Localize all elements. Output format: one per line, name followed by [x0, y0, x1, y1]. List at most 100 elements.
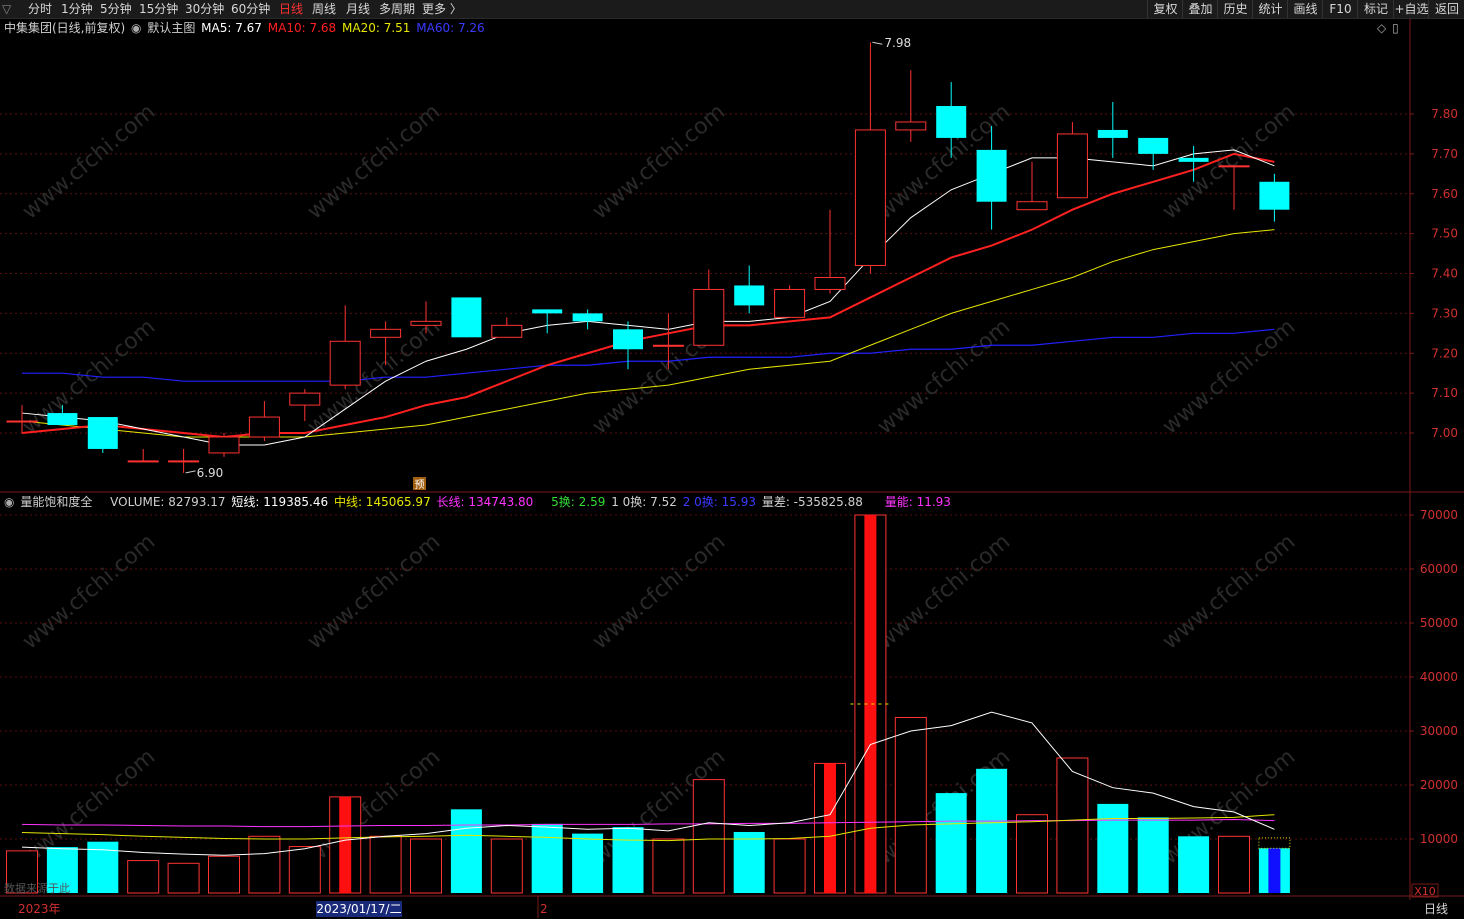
candle-body-down[interactable] — [734, 285, 765, 306]
watermark-text: www.cfchi.com — [588, 529, 730, 654]
tab-period-3[interactable]: 15分钟 — [139, 2, 179, 16]
x10-box[interactable] — [1411, 883, 1439, 898]
tab-period-1[interactable]: 1分钟 — [61, 2, 93, 16]
forecast-badge[interactable] — [413, 477, 426, 490]
candle-body-down[interactable] — [1178, 157, 1209, 162]
sub-dropdown-icon[interactable]: ◉ — [4, 495, 15, 509]
volume-bar-down[interactable] — [733, 831, 765, 893]
diamond-icon[interactable]: ◇ — [1377, 21, 1387, 35]
candle-body-down[interactable] — [572, 313, 603, 322]
toolbar-button-5[interactable]: F10 — [1322, 0, 1358, 18]
candle-body-up[interactable] — [329, 340, 361, 386]
candle-body-up[interactable] — [6, 420, 38, 423]
candle-body-up[interactable] — [814, 276, 846, 290]
candle-body-up[interactable] — [774, 288, 806, 318]
high-price-label: 7.98 — [884, 36, 911, 50]
volume-bar-up[interactable] — [490, 838, 523, 894]
stock-chart[interactable]: 7.00 7.10 7.20 7.30 7.40 7.50 7.60 7.70 7.80 www.… — [0, 19, 1464, 919]
candle-body-up[interactable] — [1016, 201, 1048, 211]
collapse-icon[interactable]: ▽ — [2, 2, 12, 16]
tab-period-2[interactable]: 5分钟 — [100, 2, 132, 16]
volume-bar-down[interactable] — [46, 847, 78, 893]
tab-period-6[interactable]: 日线 — [279, 2, 304, 16]
toolbar-button-7[interactable]: +自选 — [1393, 0, 1429, 18]
candle-body-up[interactable] — [491, 324, 523, 338]
volume-bar-down[interactable] — [1137, 817, 1169, 893]
tab-period-10[interactable]: 更多 〉 — [422, 2, 462, 16]
volume-bar-up[interactable] — [773, 838, 806, 894]
candle-body-up[interactable] — [652, 344, 684, 347]
candle-body-down[interactable] — [613, 329, 643, 350]
volume-bar-up[interactable] — [1218, 835, 1250, 894]
volume-bar-up[interactable] — [1016, 814, 1048, 894]
template-dropdown-icon[interactable]: ◉ — [131, 21, 142, 35]
toolbar-button-0[interactable]: 复权 — [1147, 0, 1183, 18]
volume-bar-down[interactable] — [531, 823, 563, 893]
volume-bar-down[interactable] — [976, 768, 1008, 893]
ma60-line — [22, 328, 1275, 382]
candle-body-up[interactable] — [410, 320, 442, 326]
candle-body-up[interactable] — [1056, 133, 1088, 199]
candle-body-down[interactable] — [87, 417, 118, 449]
volume-bar-down[interactable] — [1178, 836, 1210, 893]
volume-bar-up[interactable] — [410, 838, 442, 894]
tab-period-8[interactable]: 月线 — [346, 2, 371, 16]
volume-bar-up[interactable] — [167, 862, 200, 894]
indicator-name[interactable]: 量能饱和度全 — [20, 495, 93, 509]
tab-period-4[interactable]: 30分钟 — [185, 2, 225, 16]
high-pointer — [872, 41, 883, 45]
volume-bar-down[interactable] — [612, 827, 644, 893]
candle-body-up[interactable] — [168, 460, 200, 463]
volume-bar-down[interactable] — [1097, 803, 1129, 893]
candle-body-down[interactable] — [1097, 129, 1128, 138]
volume-bar-down[interactable] — [935, 793, 967, 893]
toolbar-button-3[interactable]: 统计 — [1252, 0, 1288, 18]
volume-bar-up[interactable] — [288, 846, 321, 894]
candle-body-up[interactable] — [127, 460, 159, 463]
volume-bar-down[interactable] — [450, 809, 482, 893]
toolbar-button-2[interactable]: 历史 — [1217, 0, 1253, 18]
volume-bar-up[interactable] — [127, 860, 160, 894]
candle-body-up[interactable] — [1218, 165, 1250, 168]
volume-highlight-bar — [864, 515, 877, 893]
volume-bar-up[interactable] — [369, 835, 402, 894]
candle-body-up[interactable] — [289, 392, 321, 406]
volume-bar-up[interactable] — [248, 835, 281, 894]
volume-bar-down[interactable] — [572, 833, 604, 893]
candle-body-down[interactable] — [1138, 137, 1169, 154]
template-name[interactable]: 默认主图 — [147, 21, 196, 35]
ma5-label: MA5: 7.67 — [201, 21, 262, 35]
candle-body-down[interactable] — [1259, 181, 1290, 210]
candle-body-up[interactable] — [693, 288, 725, 346]
tab-period-0[interactable]: 分时 — [28, 2, 53, 16]
candle-body-up[interactable] — [895, 121, 927, 131]
volume-bar-up[interactable] — [894, 717, 927, 894]
tab-period-9[interactable]: 多周期 — [379, 2, 416, 16]
period-indicator: 日线 — [1424, 902, 1448, 916]
price-tick-label: 7.10 — [1431, 386, 1458, 400]
toolbar-button-1[interactable]: 叠加 — [1182, 0, 1218, 18]
volume-bar-up[interactable] — [208, 855, 240, 894]
candle-body-down[interactable] — [47, 413, 78, 426]
restore-icon[interactable]: ▯ — [1392, 21, 1399, 35]
volume-bar-up[interactable] — [652, 838, 685, 894]
toolbar-button-8[interactable]: 返回 — [1428, 0, 1464, 18]
candle-body-down[interactable] — [451, 297, 482, 338]
tab-period-7[interactable]: 周线 — [312, 2, 337, 16]
low-pointer — [185, 470, 196, 474]
candle-body-up[interactable] — [248, 416, 280, 438]
candle-body-up[interactable] — [370, 328, 402, 338]
volume-bar-up[interactable] — [1056, 757, 1089, 894]
volume-tick-label: 10000 — [1420, 832, 1458, 846]
toolbar-button-6[interactable]: 标记 — [1357, 0, 1394, 18]
toolbar-button-4[interactable]: 画线 — [1287, 0, 1323, 18]
tab-period-5[interactable]: 60分钟 — [231, 2, 271, 16]
volume-bar-up[interactable] — [692, 779, 725, 894]
candle-body-down[interactable] — [532, 309, 563, 314]
candle-body-down[interactable] — [976, 149, 1007, 202]
candle-body-up[interactable] — [854, 129, 886, 267]
candle-body-down[interactable] — [936, 106, 967, 138]
candle-body-up[interactable] — [208, 436, 240, 454]
short-line-value: 短线: 119385.46 — [231, 495, 329, 509]
volume-bar-up[interactable] — [6, 850, 38, 894]
